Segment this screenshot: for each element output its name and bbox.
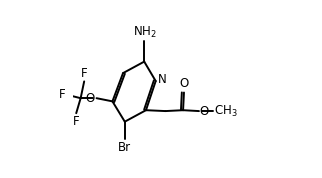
Text: F: F [81,67,88,80]
Text: O: O [179,77,189,90]
Text: CH$_3$: CH$_3$ [214,104,238,119]
Text: O: O [200,105,209,118]
Text: NH$_2$: NH$_2$ [133,24,157,40]
Text: F: F [59,88,66,101]
Text: F: F [73,115,80,128]
Text: Br: Br [118,141,131,154]
Text: N: N [158,73,167,86]
Text: O: O [86,92,95,105]
